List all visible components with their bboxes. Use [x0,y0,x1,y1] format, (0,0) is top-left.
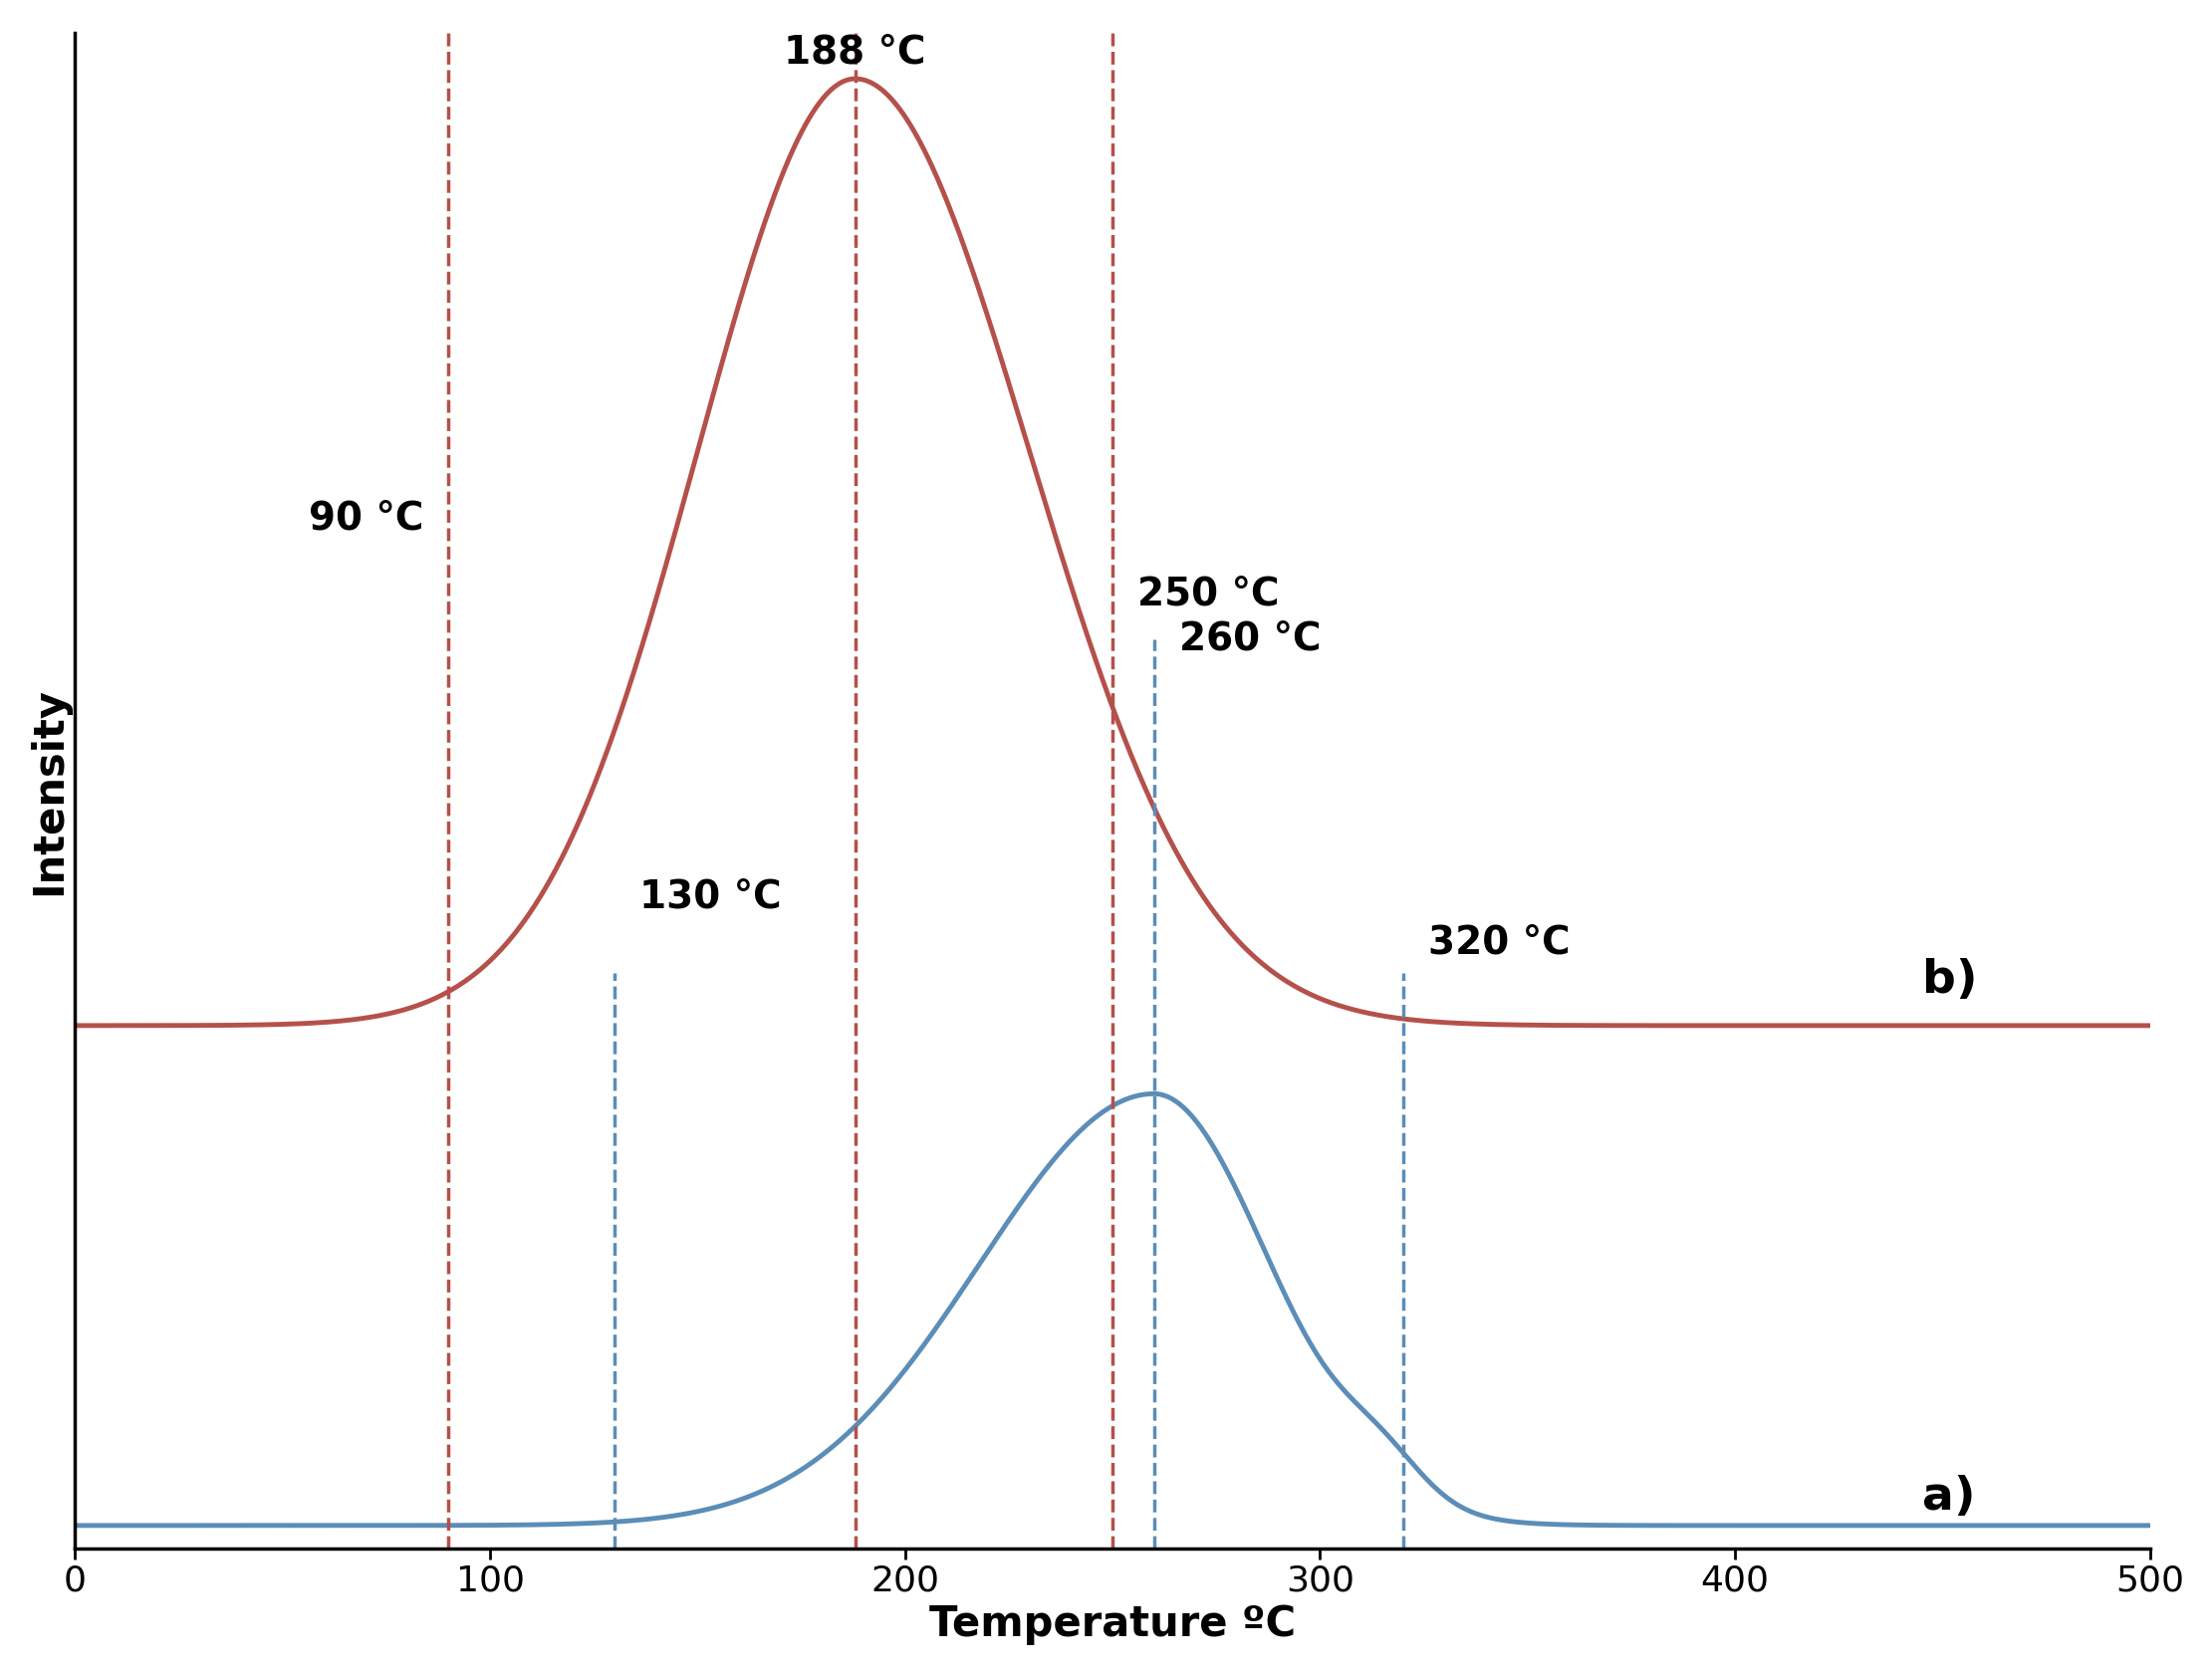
Text: 130 °C: 130 °C [639,878,781,915]
Y-axis label: Intensity: Intensity [29,686,69,895]
Text: 90 °C: 90 °C [310,499,425,537]
X-axis label: Temperature ºC: Temperature ºC [929,1603,1296,1645]
Text: 250 °C: 250 °C [1137,576,1279,612]
Text: a): a) [1922,1474,1975,1519]
Text: 260 °C: 260 °C [1179,621,1321,657]
Text: 188 °C: 188 °C [785,33,927,72]
Text: b): b) [1922,959,1978,1002]
Text: 320 °C: 320 °C [1429,923,1571,962]
